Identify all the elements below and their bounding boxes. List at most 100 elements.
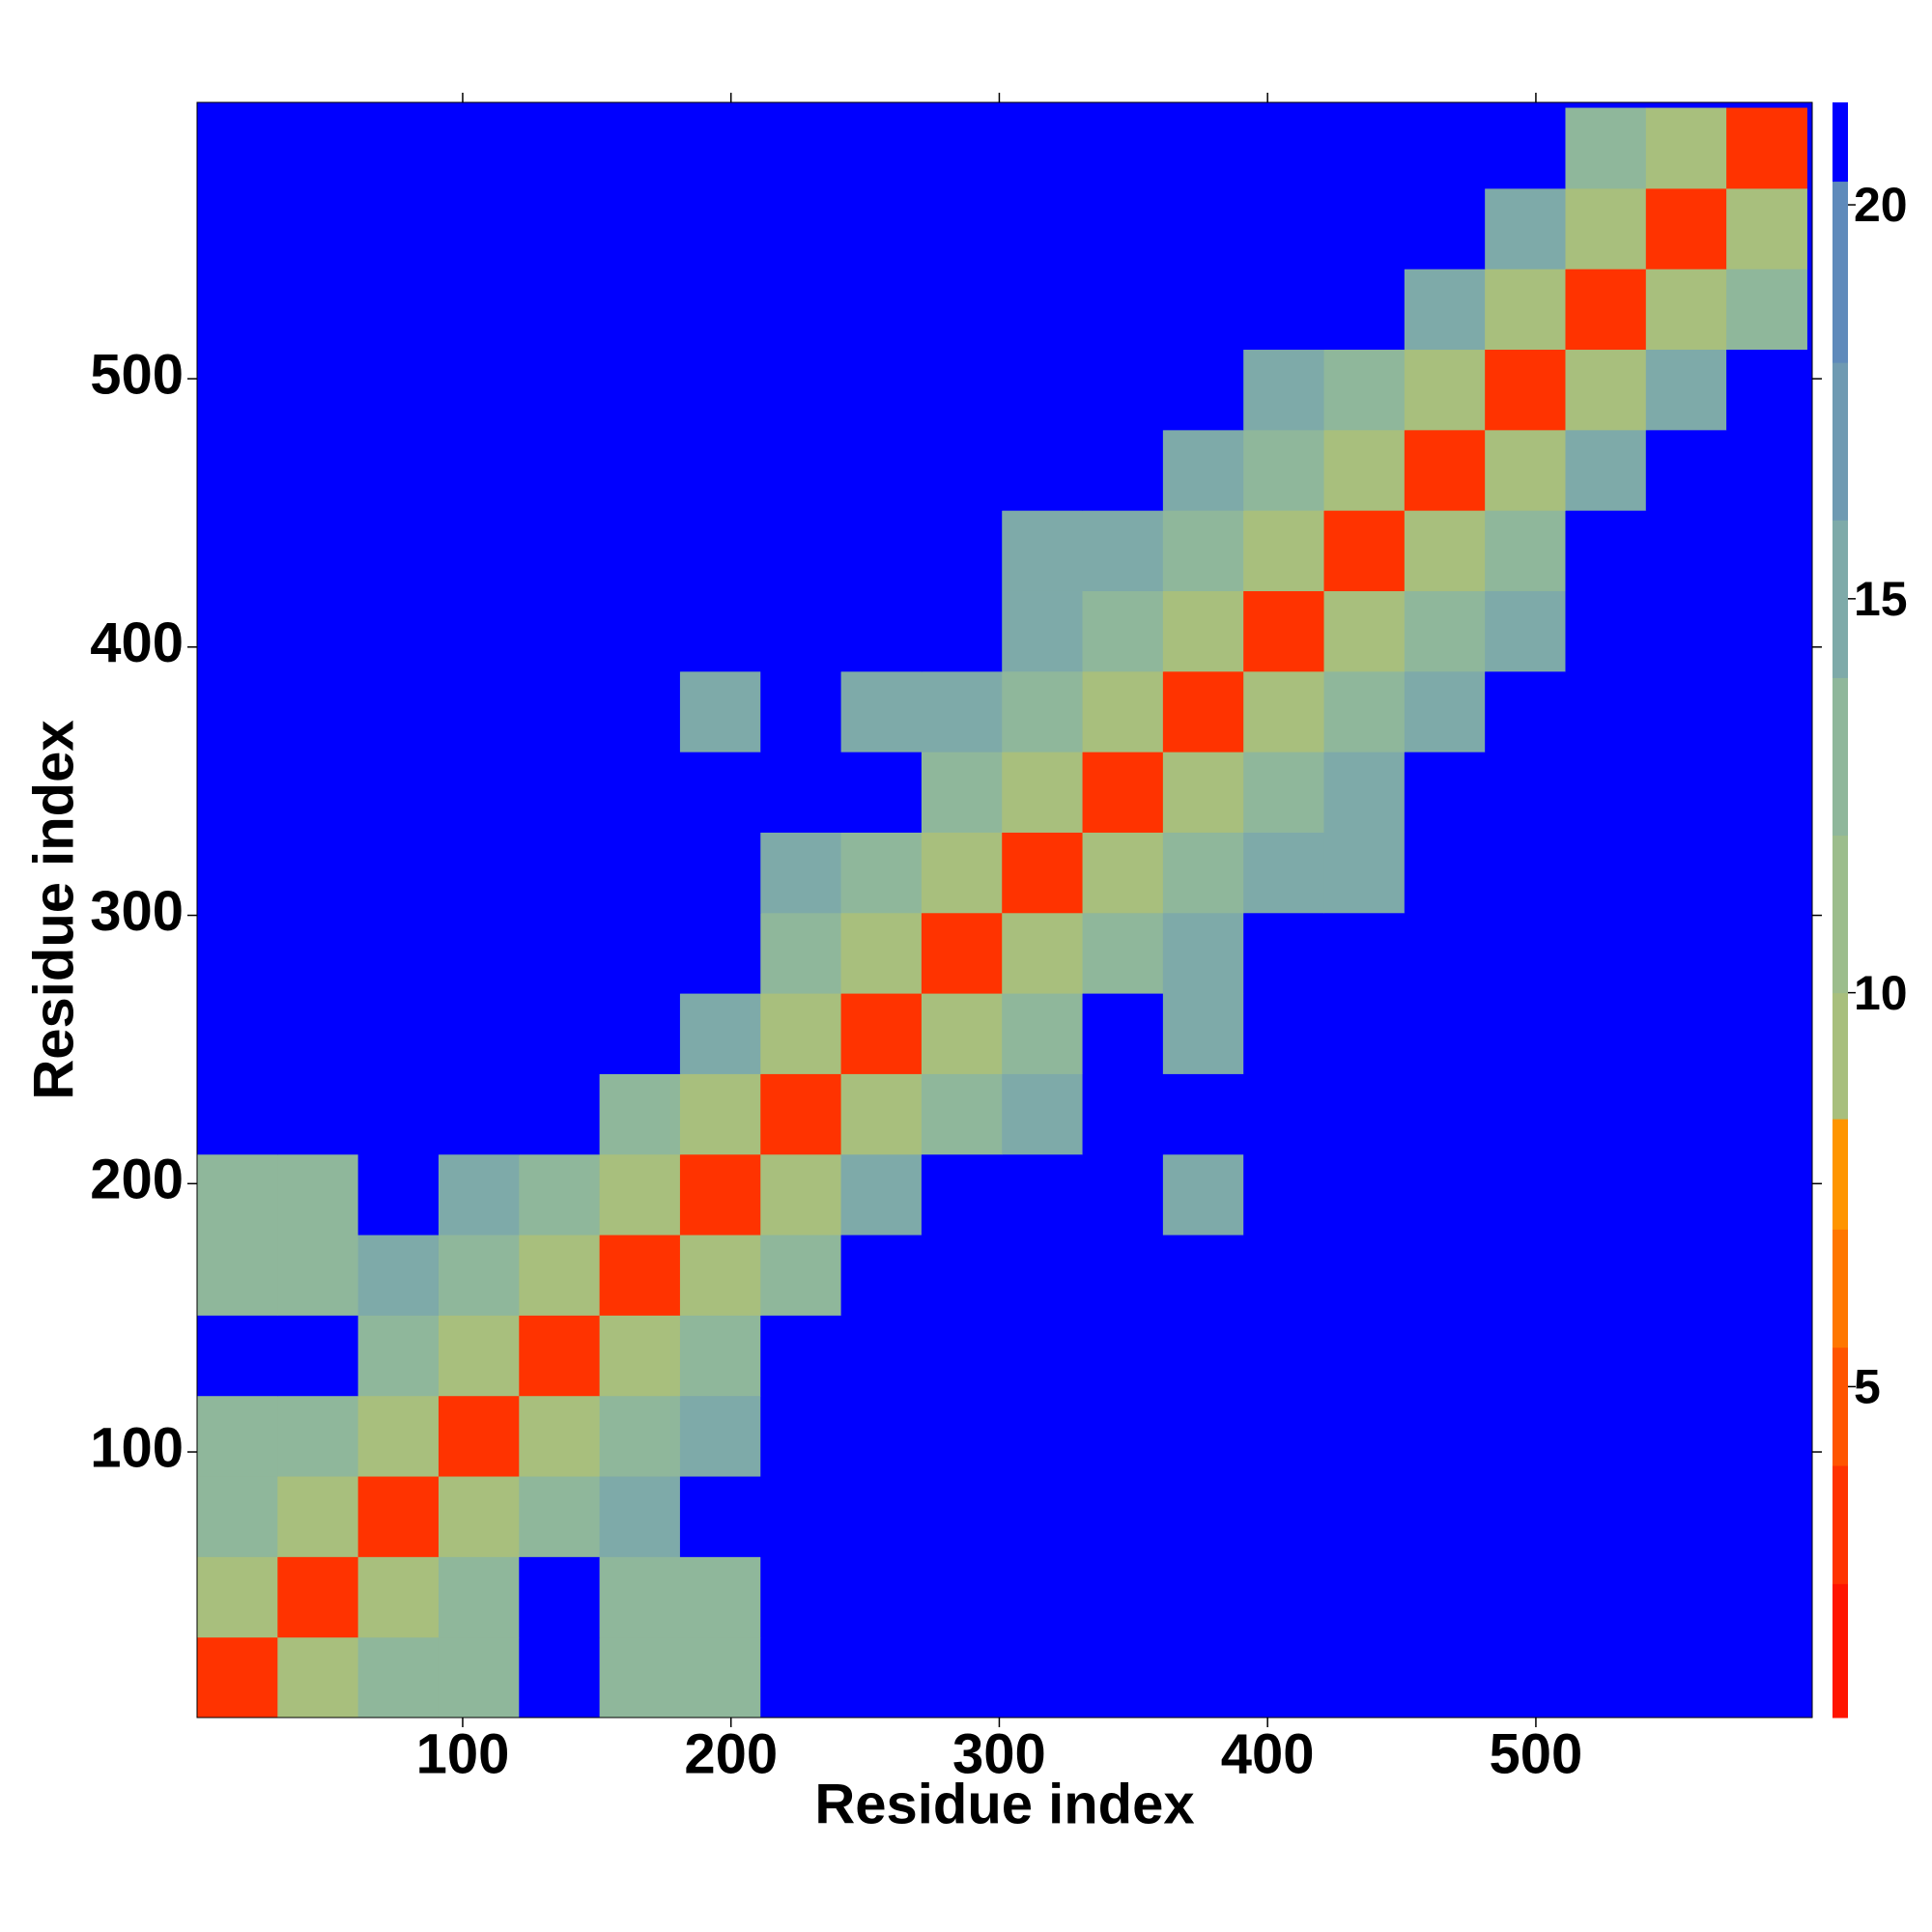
heatmap-cell	[1323, 1636, 1406, 1719]
heatmap-cell	[1645, 752, 1727, 833]
heatmap-cell	[519, 1153, 601, 1236]
heatmap-cell	[1002, 107, 1084, 189]
heatmap-cell	[1565, 1153, 1647, 1236]
heatmap-cell	[277, 670, 359, 753]
heatmap-cell	[1565, 1073, 1647, 1155]
heatmap-cell	[277, 1636, 359, 1719]
heatmap-cell	[357, 752, 440, 833]
heatmap-cell	[519, 993, 601, 1074]
heatmap-cell	[679, 1235, 761, 1316]
heatmap-cell	[1082, 269, 1164, 351]
heatmap-cell	[519, 1235, 601, 1316]
heatmap-cell	[1726, 1153, 1807, 1236]
heatmap-cell	[1726, 349, 1807, 431]
heatmap-cell	[519, 187, 601, 270]
heatmap-cell	[599, 510, 681, 591]
heatmap-cell	[1565, 670, 1647, 753]
heatmap-cell	[357, 187, 440, 270]
heatmap-cell	[519, 832, 601, 914]
heatmap-cell	[1485, 832, 1566, 914]
heatmap-cell	[921, 429, 1003, 511]
heatmap-cell	[197, 510, 278, 591]
heatmap-cell	[921, 1235, 1003, 1316]
heatmap-cell	[277, 107, 359, 189]
heatmap-cell	[921, 1556, 1003, 1638]
colorbar-segment	[1833, 1347, 1848, 1466]
heatmap-cell	[1082, 1556, 1164, 1638]
heatmap-cell	[1162, 1395, 1244, 1477]
heatmap-cell	[1645, 269, 1727, 351]
heatmap-cell	[1243, 1315, 1325, 1397]
heatmap-cell	[1323, 752, 1406, 833]
heatmap-cell	[1485, 1395, 1566, 1477]
y-tick-label: 400	[90, 611, 184, 674]
heatmap-cell	[1243, 510, 1325, 591]
heatmap-cell	[599, 752, 681, 833]
heatmap-cell	[1404, 1235, 1486, 1316]
heatmap-cell	[1082, 429, 1164, 511]
heatmap-cell	[1645, 187, 1727, 270]
heatmap-cell	[1404, 1315, 1486, 1397]
heatmap-cell	[1162, 993, 1244, 1074]
heatmap-cell	[679, 349, 761, 431]
heatmap-cell	[1162, 912, 1244, 994]
heatmap-cell	[438, 832, 520, 914]
heatmap-cell	[1323, 1315, 1406, 1397]
heatmap-cell	[679, 1556, 761, 1638]
heatmap-cell	[1404, 993, 1486, 1074]
heatmap-cell	[760, 1556, 842, 1638]
heatmap-cell	[1485, 1556, 1566, 1638]
heatmap-cell	[519, 1395, 601, 1477]
heatmap-cell	[357, 1636, 440, 1719]
heatmap-cell	[1323, 670, 1406, 753]
colorbar-segment	[1833, 181, 1848, 363]
heatmap-cell	[197, 590, 278, 672]
colorbar-tick-label: 20	[1854, 178, 1908, 232]
heatmap-cell	[277, 429, 359, 511]
heatmap-cell	[1002, 1395, 1084, 1477]
heatmap-cell	[840, 1315, 923, 1397]
heatmap-cell	[1243, 912, 1325, 994]
colorbar-segment	[1833, 1119, 1848, 1230]
heatmap-cell	[277, 1476, 359, 1557]
heatmap-cell	[1082, 1073, 1164, 1155]
heatmap-cell	[599, 1556, 681, 1638]
heatmap-cell	[1565, 1636, 1647, 1719]
heatmap-cell	[1082, 349, 1164, 431]
heatmap-cell	[1404, 832, 1486, 914]
heatmap-cell	[679, 1476, 761, 1557]
heatmap-cell	[1726, 590, 1807, 672]
heatmap-cell	[760, 1636, 842, 1719]
x-tick-label: 100	[416, 1722, 510, 1785]
heatmap-cell	[599, 1073, 681, 1155]
heatmap-cell	[679, 187, 761, 270]
heatmap-cell	[760, 1235, 842, 1316]
heatmap-cell	[1323, 510, 1406, 591]
heatmap-cell	[840, 510, 923, 591]
heatmap-cell	[1082, 107, 1164, 189]
heatmap-cell	[760, 510, 842, 591]
heatmap-cell	[599, 832, 681, 914]
heatmap-cell	[1726, 1235, 1807, 1316]
heatmap-cell	[1082, 670, 1164, 753]
heatmap-cell	[599, 107, 681, 189]
heatmap-cell	[760, 107, 842, 189]
heatmap-cell	[357, 590, 440, 672]
heatmap-cell	[1082, 912, 1164, 994]
colorbar-segment	[1833, 102, 1848, 183]
heatmap-cell	[1323, 1476, 1406, 1557]
heatmap-cell	[1485, 187, 1566, 270]
heatmap-cell	[679, 912, 761, 994]
heatmap-cell	[1726, 187, 1807, 270]
heatmap-cell	[1565, 1476, 1647, 1557]
heatmap-cell	[1485, 1636, 1566, 1719]
heatmap-cell	[760, 1395, 842, 1477]
heatmap-cell	[1002, 912, 1084, 994]
heatmap-cell	[760, 429, 842, 511]
heatmap-cell	[1645, 1235, 1727, 1316]
heatmap-cell	[1565, 993, 1647, 1074]
heatmap-cell	[277, 912, 359, 994]
heatmap-cell	[679, 1395, 761, 1477]
heatmap-cell	[1565, 349, 1647, 431]
